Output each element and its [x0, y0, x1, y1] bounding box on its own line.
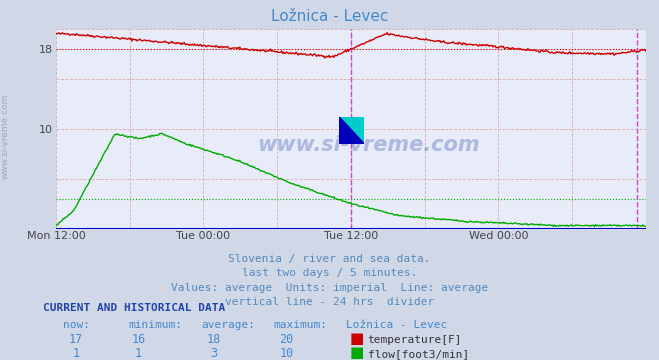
- Text: Values: average  Units: imperial  Line: average: Values: average Units: imperial Line: av…: [171, 283, 488, 293]
- Text: temperature[F]: temperature[F]: [368, 335, 462, 345]
- Text: 10: 10: [279, 347, 294, 360]
- Text: now:: now:: [63, 320, 90, 330]
- Text: 17: 17: [69, 333, 83, 346]
- Text: Slovenia / river and sea data.: Slovenia / river and sea data.: [228, 254, 431, 264]
- Polygon shape: [339, 117, 364, 144]
- Text: ■: ■: [349, 345, 364, 360]
- Text: maximum:: maximum:: [273, 320, 328, 330]
- Text: 20: 20: [279, 333, 294, 346]
- Text: www.si-vreme.com: www.si-vreme.com: [257, 135, 480, 155]
- Text: Ložnica - Levec: Ložnica - Levec: [346, 320, 447, 330]
- Polygon shape: [339, 117, 364, 144]
- Text: average:: average:: [201, 320, 255, 330]
- Text: ■: ■: [349, 331, 364, 346]
- Text: 16: 16: [131, 333, 146, 346]
- Text: vertical line - 24 hrs  divider: vertical line - 24 hrs divider: [225, 297, 434, 307]
- Text: www.si-vreme.com: www.si-vreme.com: [1, 94, 10, 180]
- Text: CURRENT AND HISTORICAL DATA: CURRENT AND HISTORICAL DATA: [43, 303, 225, 314]
- Text: 1: 1: [135, 347, 142, 360]
- Text: flow[foot3/min]: flow[foot3/min]: [368, 349, 469, 359]
- Text: minimum:: minimum:: [129, 320, 183, 330]
- Text: Ložnica - Levec: Ložnica - Levec: [271, 9, 388, 24]
- Text: 3: 3: [211, 347, 217, 360]
- Text: 1: 1: [72, 347, 79, 360]
- Text: last two days / 5 minutes.: last two days / 5 minutes.: [242, 268, 417, 278]
- Text: 18: 18: [207, 333, 221, 346]
